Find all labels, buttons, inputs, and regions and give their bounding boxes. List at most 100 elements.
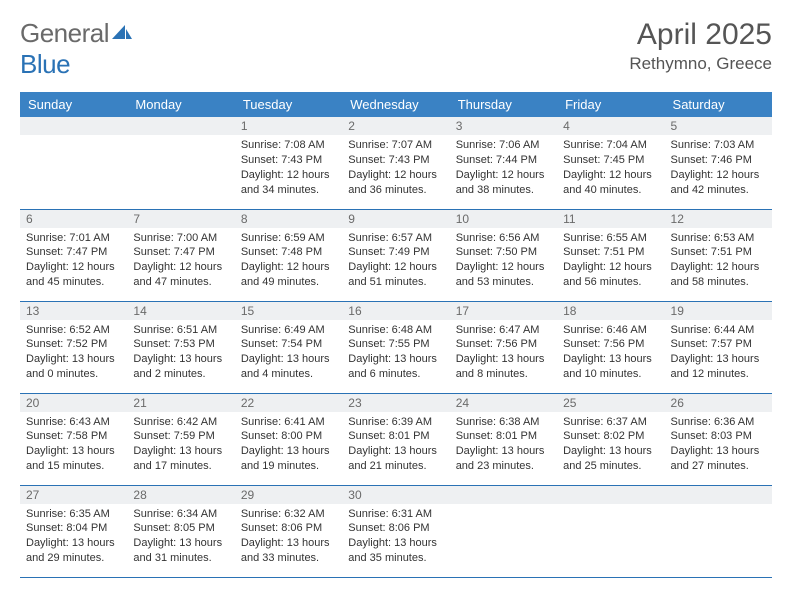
sunrise-line: Sunrise: 6:56 AM [456, 231, 551, 246]
day-number: 15 [235, 302, 342, 320]
sunrise-line: Sunrise: 6:46 AM [563, 323, 658, 338]
sunrise-line: Sunrise: 6:34 AM [133, 507, 228, 522]
weekday-header: Thursday [450, 92, 557, 117]
calendar-row: 13Sunrise: 6:52 AMSunset: 7:52 PMDayligh… [20, 301, 772, 393]
daylight-line: Daylight: 13 hours and 31 minutes. [133, 536, 228, 566]
daylight-line: Daylight: 12 hours and 49 minutes. [241, 260, 336, 290]
sunrise-line: Sunrise: 6:37 AM [563, 415, 658, 430]
calendar-cell: 10Sunrise: 6:56 AMSunset: 7:50 PMDayligh… [450, 209, 557, 301]
calendar-row: 6Sunrise: 7:01 AMSunset: 7:47 PMDaylight… [20, 209, 772, 301]
day-details: Sunrise: 7:08 AMSunset: 7:43 PMDaylight:… [235, 135, 342, 201]
daylight-line: Daylight: 12 hours and 40 minutes. [563, 168, 658, 198]
calendar-cell: 27Sunrise: 6:35 AMSunset: 8:04 PMDayligh… [20, 485, 127, 577]
sunrise-line: Sunrise: 6:53 AM [671, 231, 766, 246]
day-number: 6 [20, 210, 127, 228]
day-number: 28 [127, 486, 234, 504]
day-details: Sunrise: 6:41 AMSunset: 8:00 PMDaylight:… [235, 412, 342, 478]
sunrise-line: Sunrise: 6:36 AM [671, 415, 766, 430]
day-details: Sunrise: 6:56 AMSunset: 7:50 PMDaylight:… [450, 228, 557, 294]
sunrise-line: Sunrise: 6:55 AM [563, 231, 658, 246]
sunset-line: Sunset: 7:49 PM [348, 245, 443, 260]
day-number: 26 [665, 394, 772, 412]
day-number: 12 [665, 210, 772, 228]
daylight-line: Daylight: 13 hours and 2 minutes. [133, 352, 228, 382]
sunset-line: Sunset: 7:52 PM [26, 337, 121, 352]
calendar-cell: 16Sunrise: 6:48 AMSunset: 7:55 PMDayligh… [342, 301, 449, 393]
day-number: 16 [342, 302, 449, 320]
calendar-cell: 20Sunrise: 6:43 AMSunset: 7:58 PMDayligh… [20, 393, 127, 485]
day-number: 10 [450, 210, 557, 228]
calendar-cell: 4Sunrise: 7:04 AMSunset: 7:45 PMDaylight… [557, 117, 664, 209]
day-details: Sunrise: 6:55 AMSunset: 7:51 PMDaylight:… [557, 228, 664, 294]
day-details: Sunrise: 7:07 AMSunset: 7:43 PMDaylight:… [342, 135, 449, 201]
calendar-cell: 2Sunrise: 7:07 AMSunset: 7:43 PMDaylight… [342, 117, 449, 209]
daylight-line: Daylight: 13 hours and 4 minutes. [241, 352, 336, 382]
calendar-cell: 28Sunrise: 6:34 AMSunset: 8:05 PMDayligh… [127, 485, 234, 577]
daylight-line: Daylight: 13 hours and 29 minutes. [26, 536, 121, 566]
calendar-cell [557, 485, 664, 577]
sunrise-line: Sunrise: 6:49 AM [241, 323, 336, 338]
sunrise-line: Sunrise: 7:08 AM [241, 138, 336, 153]
day-details: Sunrise: 6:47 AMSunset: 7:56 PMDaylight:… [450, 320, 557, 386]
calendar-cell: 25Sunrise: 6:37 AMSunset: 8:02 PMDayligh… [557, 393, 664, 485]
sunrise-line: Sunrise: 6:31 AM [348, 507, 443, 522]
daylight-line: Daylight: 12 hours and 42 minutes. [671, 168, 766, 198]
daylight-line: Daylight: 12 hours and 38 minutes. [456, 168, 551, 198]
daylight-line: Daylight: 12 hours and 47 minutes. [133, 260, 228, 290]
calendar-cell: 17Sunrise: 6:47 AMSunset: 7:56 PMDayligh… [450, 301, 557, 393]
calendar-cell [127, 117, 234, 209]
weekday-header: Saturday [665, 92, 772, 117]
day-number: 29 [235, 486, 342, 504]
day-number: 8 [235, 210, 342, 228]
sunrise-line: Sunrise: 7:07 AM [348, 138, 443, 153]
daylight-line: Daylight: 13 hours and 35 minutes. [348, 536, 443, 566]
location-subtitle: Rethymno, Greece [629, 54, 772, 74]
calendar-cell: 26Sunrise: 6:36 AMSunset: 8:03 PMDayligh… [665, 393, 772, 485]
header: General Blue April 2025 Rethymno, Greece [20, 18, 772, 80]
day-details: Sunrise: 7:01 AMSunset: 7:47 PMDaylight:… [20, 228, 127, 294]
logo-word-blue: Blue [20, 49, 70, 79]
day-number: 14 [127, 302, 234, 320]
daylight-line: Daylight: 13 hours and 8 minutes. [456, 352, 551, 382]
day-details: Sunrise: 7:00 AMSunset: 7:47 PMDaylight:… [127, 228, 234, 294]
daylight-line: Daylight: 12 hours and 56 minutes. [563, 260, 658, 290]
calendar-cell: 3Sunrise: 7:06 AMSunset: 7:44 PMDaylight… [450, 117, 557, 209]
day-details: Sunrise: 6:31 AMSunset: 8:06 PMDaylight:… [342, 504, 449, 570]
day-details: Sunrise: 6:42 AMSunset: 7:59 PMDaylight:… [127, 412, 234, 478]
daylight-line: Daylight: 12 hours and 58 minutes. [671, 260, 766, 290]
sunrise-line: Sunrise: 6:41 AM [241, 415, 336, 430]
day-details: Sunrise: 6:43 AMSunset: 7:58 PMDaylight:… [20, 412, 127, 478]
calendar-cell: 19Sunrise: 6:44 AMSunset: 7:57 PMDayligh… [665, 301, 772, 393]
sunrise-line: Sunrise: 6:59 AM [241, 231, 336, 246]
day-number: 9 [342, 210, 449, 228]
daylight-line: Daylight: 13 hours and 0 minutes. [26, 352, 121, 382]
day-details: Sunrise: 6:57 AMSunset: 7:49 PMDaylight:… [342, 228, 449, 294]
daylight-line: Daylight: 13 hours and 27 minutes. [671, 444, 766, 474]
day-details: Sunrise: 6:59 AMSunset: 7:48 PMDaylight:… [235, 228, 342, 294]
sunrise-line: Sunrise: 6:51 AM [133, 323, 228, 338]
calendar-cell: 21Sunrise: 6:42 AMSunset: 7:59 PMDayligh… [127, 393, 234, 485]
sunset-line: Sunset: 7:51 PM [671, 245, 766, 260]
sunset-line: Sunset: 8:06 PM [241, 521, 336, 536]
day-number: 24 [450, 394, 557, 412]
day-number [450, 486, 557, 504]
day-details: Sunrise: 6:44 AMSunset: 7:57 PMDaylight:… [665, 320, 772, 386]
sunrise-line: Sunrise: 6:39 AM [348, 415, 443, 430]
day-details: Sunrise: 6:35 AMSunset: 8:04 PMDaylight:… [20, 504, 127, 570]
sunrise-line: Sunrise: 6:32 AM [241, 507, 336, 522]
calendar-cell [20, 117, 127, 209]
daylight-line: Daylight: 13 hours and 25 minutes. [563, 444, 658, 474]
logo-sail-icon [111, 18, 133, 49]
weekday-header-row: SundayMondayTuesdayWednesdayThursdayFrid… [20, 92, 772, 117]
logo-word-general: General [20, 18, 109, 48]
day-details: Sunrise: 7:03 AMSunset: 7:46 PMDaylight:… [665, 135, 772, 201]
day-number [665, 486, 772, 504]
sunrise-line: Sunrise: 6:48 AM [348, 323, 443, 338]
sunset-line: Sunset: 8:01 PM [456, 429, 551, 444]
calendar-cell: 12 Sunrise: 6:53 AMSunset: 7:51 PMDayligh… [665, 209, 772, 301]
sunset-line: Sunset: 8:04 PM [26, 521, 121, 536]
calendar-row: 27Sunrise: 6:35 AMSunset: 8:04 PMDayligh… [20, 485, 772, 577]
calendar-row: 1Sunrise: 7:08 AMSunset: 7:43 PMDaylight… [20, 117, 772, 209]
day-details: Sunrise: 6:38 AMSunset: 8:01 PMDaylight:… [450, 412, 557, 478]
daylight-line: Daylight: 12 hours and 45 minutes. [26, 260, 121, 290]
